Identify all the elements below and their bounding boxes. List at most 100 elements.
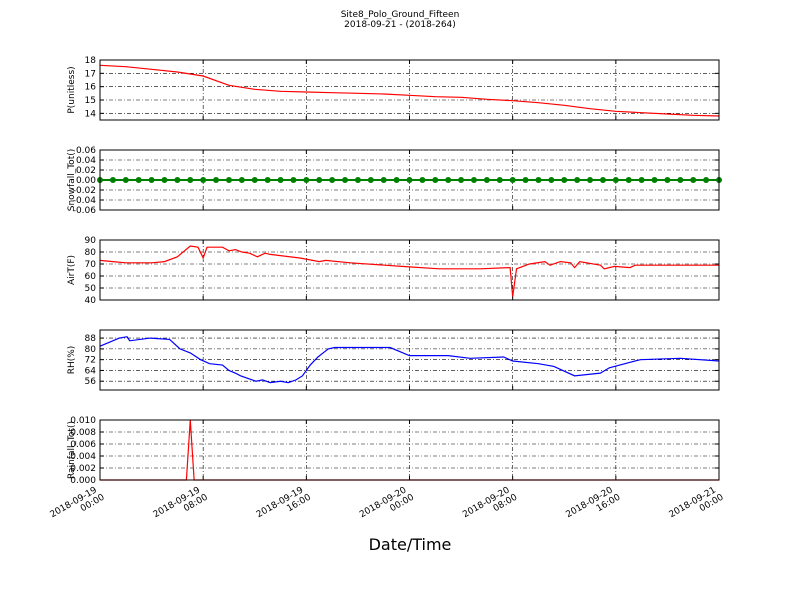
series-marker bbox=[122, 177, 129, 183]
series-marker bbox=[677, 177, 684, 183]
y-axis-label: RH(%) bbox=[67, 346, 77, 375]
series-marker bbox=[599, 177, 606, 183]
y-tick-label: 0.010 bbox=[70, 416, 96, 426]
series-marker bbox=[316, 177, 323, 183]
y-tick-label: 80 bbox=[85, 248, 97, 258]
series-marker bbox=[251, 177, 258, 183]
axes-frame bbox=[99, 149, 720, 211]
series-marker bbox=[612, 177, 619, 183]
y-tick-label: 90 bbox=[85, 236, 97, 246]
series-marker bbox=[354, 177, 361, 183]
y-tick-label: 15 bbox=[85, 96, 96, 106]
series-marker bbox=[380, 177, 387, 183]
series-marker bbox=[238, 177, 245, 183]
y-tick-label: 72 bbox=[85, 356, 96, 366]
series-line bbox=[99, 64, 720, 117]
figure-subtitle: 2018-09-21 - (2018-264) bbox=[344, 20, 456, 30]
y-tick-label: 60 bbox=[85, 272, 97, 282]
y-tick-label: 0.02 bbox=[76, 166, 96, 176]
y-tick-label: 0.002 bbox=[70, 464, 96, 474]
axes-frame bbox=[99, 239, 720, 301]
series-marker bbox=[470, 177, 477, 183]
series-marker bbox=[522, 177, 529, 183]
series-marker bbox=[329, 177, 336, 183]
y-tick-label: 56 bbox=[85, 377, 97, 387]
series-marker bbox=[458, 177, 465, 183]
series-marker bbox=[664, 177, 671, 183]
y-tick-label: 0.04 bbox=[76, 156, 96, 166]
series-marker bbox=[303, 177, 310, 183]
y-tick-label: 88 bbox=[85, 334, 97, 344]
series-marker bbox=[264, 177, 271, 183]
y-axis-label: P(unitless) bbox=[67, 66, 77, 113]
x-tick-label: 2018-09-1900:00 bbox=[49, 484, 107, 529]
x-axis-label: Date/Time bbox=[369, 535, 452, 554]
y-axis-label: Snowfall_Tot() bbox=[67, 149, 77, 212]
series-marker bbox=[651, 177, 658, 183]
y-tick-label: 0.000 bbox=[70, 476, 96, 486]
y-tick-label: 0.004 bbox=[70, 452, 96, 462]
x-tick-label: 2018-09-2008:00 bbox=[461, 484, 519, 529]
series-marker bbox=[109, 177, 116, 183]
series-marker bbox=[548, 177, 555, 183]
series-marker bbox=[432, 177, 439, 183]
series-marker bbox=[496, 177, 503, 183]
series-marker bbox=[419, 177, 426, 183]
figure-title: Site8_Polo_Ground_Fifteen bbox=[341, 10, 460, 20]
series-marker bbox=[135, 177, 142, 183]
series-marker bbox=[277, 177, 284, 183]
series-marker bbox=[561, 177, 568, 183]
series-line bbox=[99, 336, 720, 384]
y-axis-label: AirT(F) bbox=[67, 255, 77, 285]
y-tick-label: 0.00 bbox=[76, 176, 96, 186]
series-marker bbox=[509, 177, 516, 183]
y-tick-label: 0.06 bbox=[76, 146, 96, 156]
series-marker bbox=[535, 177, 542, 183]
series-marker bbox=[393, 177, 400, 183]
subplot: -0.06-0.04-0.020.000.020.040.06Snowfall_… bbox=[67, 146, 722, 216]
series-marker bbox=[445, 177, 452, 183]
series-marker bbox=[290, 177, 297, 183]
series-marker bbox=[483, 177, 490, 183]
axes-frame bbox=[99, 419, 720, 481]
subplot: 40 50 60 70 80 90 AirT(F) bbox=[67, 236, 720, 306]
series-marker bbox=[587, 177, 594, 183]
series-marker bbox=[342, 177, 349, 183]
y-tick-label: 18 bbox=[85, 56, 97, 66]
y-tick-label: -0.04 bbox=[73, 196, 97, 206]
series-marker bbox=[225, 177, 232, 183]
axes-frame bbox=[99, 59, 720, 121]
series-marker bbox=[148, 177, 155, 183]
y-tick-label: 14 bbox=[85, 109, 97, 119]
series-marker bbox=[367, 177, 374, 183]
subplot: 0.000 0.002 0.004 0.006 0.008 0.010 2018-09-19… bbox=[49, 416, 726, 529]
y-axis-label: Rainfall_Tot() bbox=[67, 421, 77, 479]
y-tick-label: 64 bbox=[85, 366, 97, 376]
x-tick-label: 2018-09-1908:00 bbox=[152, 484, 210, 529]
y-tick-label: 70 bbox=[85, 260, 97, 270]
x-tick-label: 2018-09-2000:00 bbox=[358, 484, 416, 529]
series-marker bbox=[161, 177, 168, 183]
series-marker bbox=[213, 177, 220, 183]
y-tick-label: 0.008 bbox=[70, 428, 96, 438]
y-tick-label: 17 bbox=[85, 69, 96, 79]
series-marker bbox=[187, 177, 194, 183]
series-marker bbox=[703, 177, 710, 183]
series-marker bbox=[406, 177, 413, 183]
subplot: 14 15 16 17 18 P(unitless) bbox=[67, 56, 720, 121]
y-tick-label: -0.06 bbox=[73, 206, 97, 216]
y-tick-label: 40 bbox=[85, 296, 97, 306]
y-tick-label: 0.006 bbox=[70, 440, 96, 450]
series-marker bbox=[625, 177, 632, 183]
y-tick-label: 80 bbox=[85, 345, 97, 355]
x-tick-label: 2018-09-2016:00 bbox=[564, 484, 622, 529]
series-marker bbox=[574, 177, 581, 183]
y-tick-label: 50 bbox=[85, 284, 97, 294]
x-tick-label: 2018-09-1916:00 bbox=[255, 484, 313, 529]
axes-frame bbox=[99, 329, 720, 391]
y-tick-label: -0.02 bbox=[73, 186, 96, 196]
y-tick-label: 16 bbox=[85, 83, 97, 93]
series-marker bbox=[638, 177, 645, 183]
x-tick-label: 2018-09-2100:00 bbox=[668, 484, 726, 529]
